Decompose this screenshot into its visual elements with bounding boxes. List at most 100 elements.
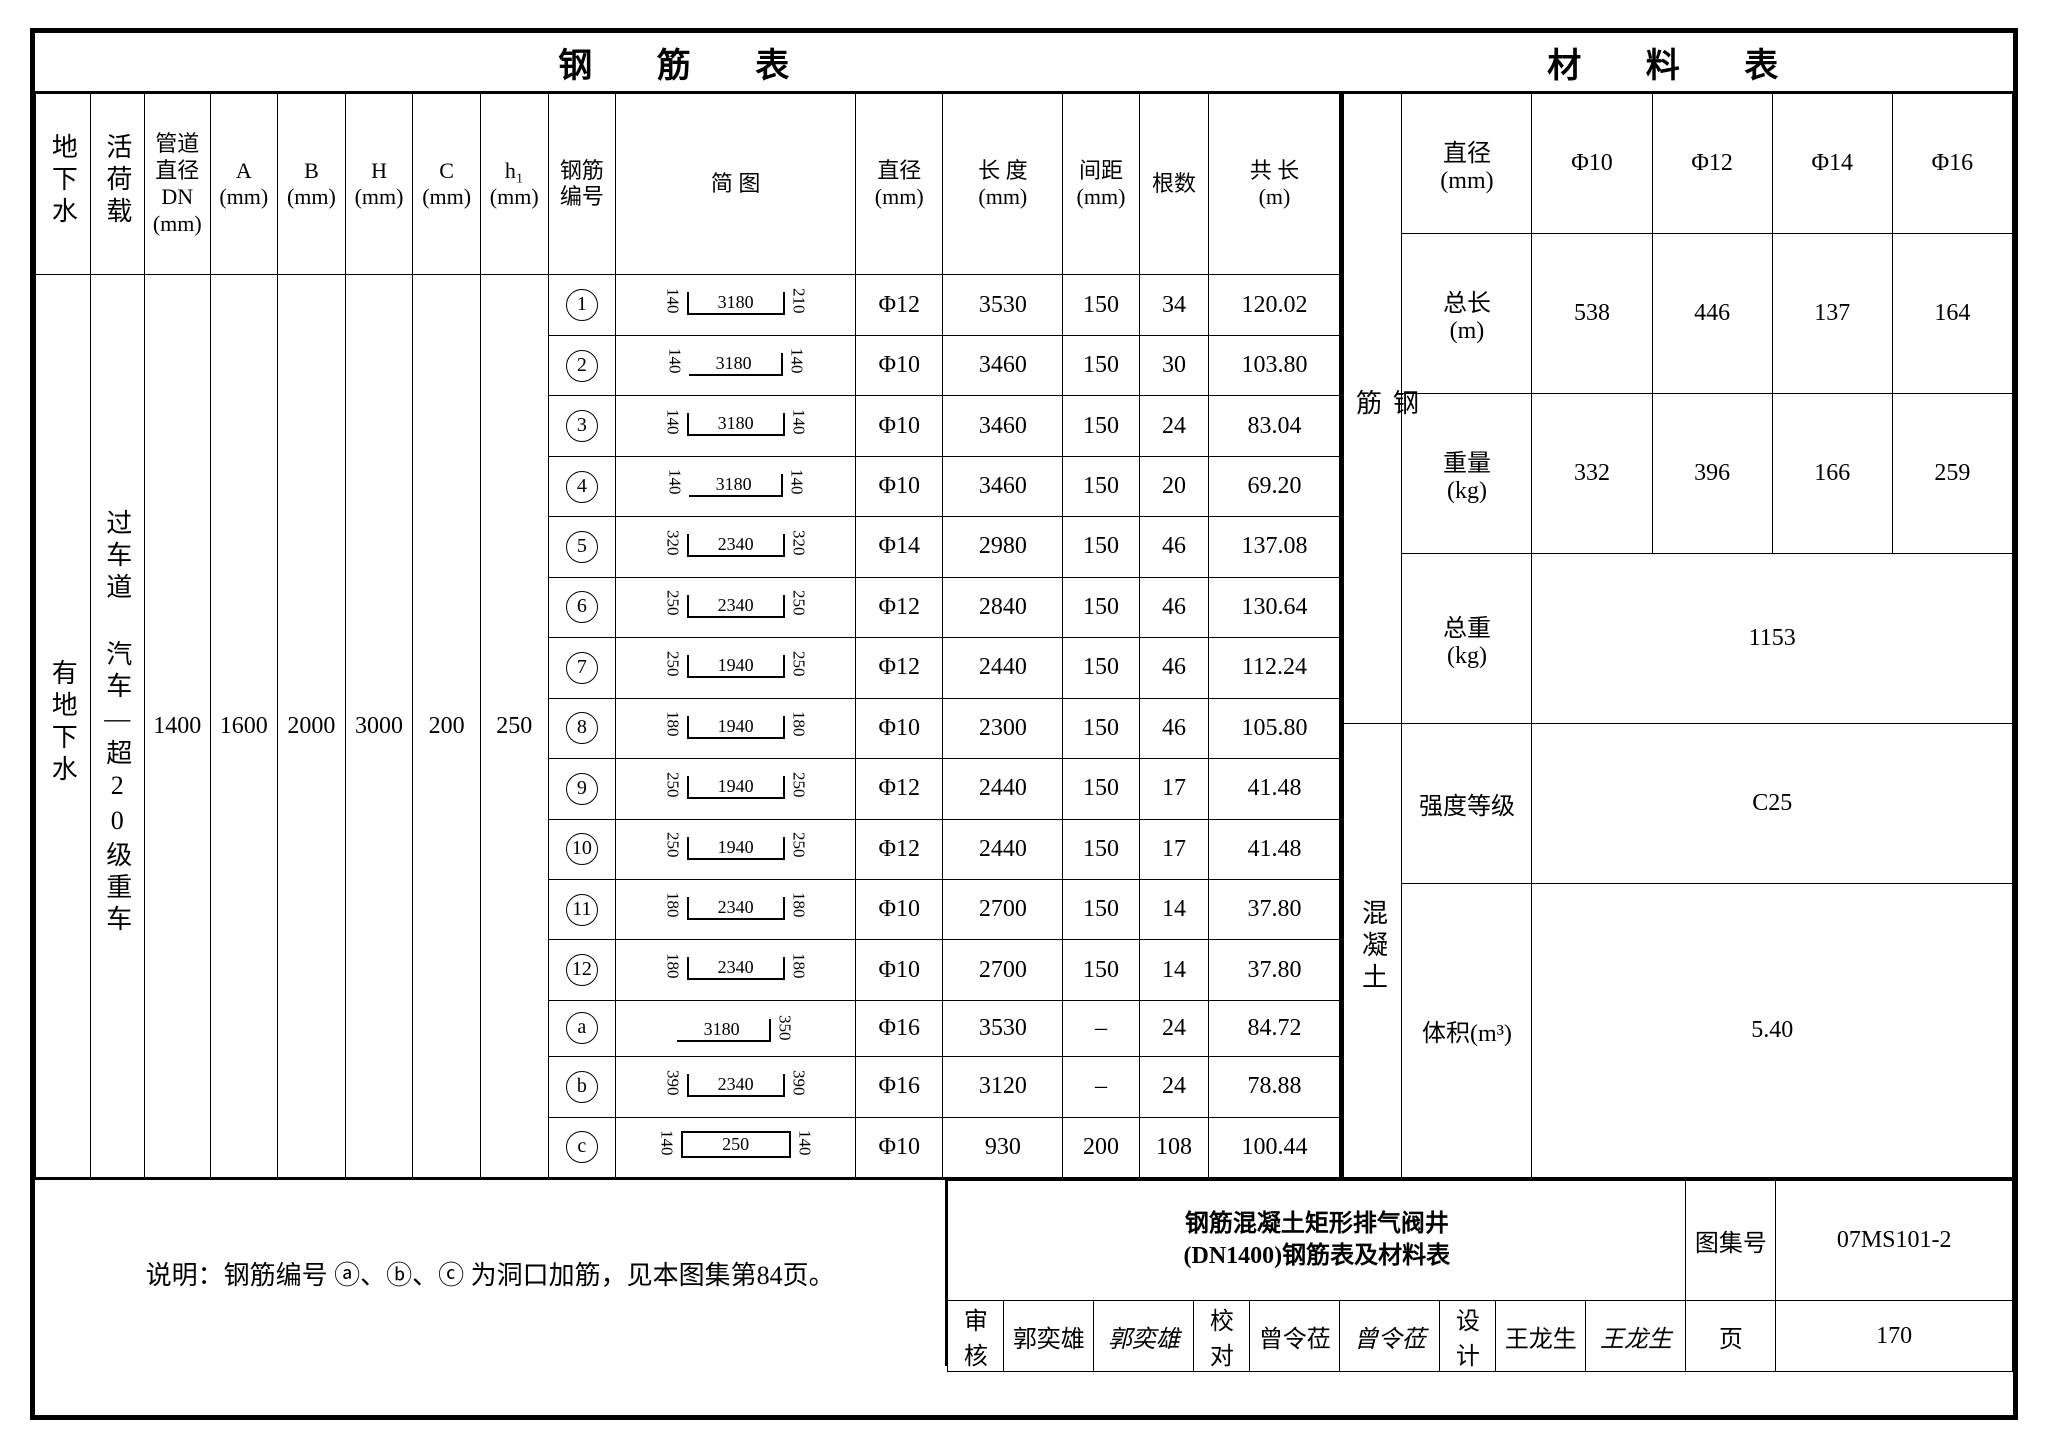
bar-diagram: 3202340320 bbox=[616, 517, 856, 577]
bar-total: 137.08 bbox=[1209, 517, 1340, 577]
mat-len-label: 总长 (m) bbox=[1402, 234, 1532, 394]
bar-count: 24 bbox=[1139, 396, 1209, 456]
bar-total: 130.64 bbox=[1209, 577, 1340, 637]
hdr-len: 长 度 (mm) bbox=[943, 94, 1063, 275]
bar-diagram: 2501940250 bbox=[616, 638, 856, 698]
dim-C: 200 bbox=[413, 275, 481, 1178]
mat-size-0: Φ10 bbox=[1532, 94, 1652, 234]
bar-count: 24 bbox=[1139, 1000, 1209, 1056]
bar-total: 83.04 bbox=[1209, 396, 1340, 456]
bar-count: 14 bbox=[1139, 879, 1209, 939]
bar-len: 3530 bbox=[943, 275, 1063, 335]
bar-len: 3460 bbox=[943, 335, 1063, 395]
atlas-label: 图集号 bbox=[1686, 1181, 1776, 1301]
bar-len: 2840 bbox=[943, 577, 1063, 637]
bar-diagram: 1403180210 bbox=[616, 275, 856, 335]
rebar-table: 地下水 活荷载 管道 直径 DN (mm) A (mm) B (mm) H (m… bbox=[35, 93, 1343, 1178]
bar-no: c bbox=[548, 1117, 616, 1177]
bar-dia: Φ16 bbox=[856, 1000, 943, 1056]
mat-grade: C25 bbox=[1532, 724, 2013, 884]
dim-H: 3000 bbox=[345, 275, 413, 1178]
bar-no: 1 bbox=[548, 275, 616, 335]
mat-len-0: 538 bbox=[1532, 234, 1652, 394]
bar-no: a bbox=[548, 1000, 616, 1056]
bar-dia: Φ12 bbox=[856, 759, 943, 819]
hdr-C: C (mm) bbox=[413, 94, 481, 275]
bar-len: 3120 bbox=[943, 1057, 1063, 1117]
bar-diagram: 1403180140 bbox=[616, 396, 856, 456]
bar-len: 2440 bbox=[943, 759, 1063, 819]
bar-spacing: 150 bbox=[1063, 638, 1139, 698]
material-table: 钢筋 直径 (mm) Φ10 Φ12 Φ14 Φ16 总长 (m) 538 44… bbox=[1343, 93, 2013, 1178]
mat-total-wt-label: 总重 (kg) bbox=[1402, 554, 1532, 724]
hdr-A: A (mm) bbox=[210, 94, 278, 275]
mat-len-1: 446 bbox=[1652, 234, 1772, 394]
bar-dia: Φ14 bbox=[856, 517, 943, 577]
bar-total: 84.72 bbox=[1209, 1000, 1340, 1056]
bar-count: 46 bbox=[1139, 577, 1209, 637]
mat-wt-2: 166 bbox=[1772, 394, 1892, 554]
bar-diagram: 1403180140 bbox=[616, 335, 856, 395]
bar-dia: Φ12 bbox=[856, 275, 943, 335]
bar-diagram: 2501940250 bbox=[616, 819, 856, 879]
rebar-table-title: 钢 筋 表 bbox=[35, 38, 1340, 87]
drawing-title: 钢筋混凝土矩形排气阀井(DN1400)钢筋表及材料表 bbox=[948, 1181, 1686, 1301]
check-sig: 曾令莅 bbox=[1340, 1301, 1440, 1372]
bar-spacing: 150 bbox=[1063, 517, 1139, 577]
bar-total: 37.80 bbox=[1209, 879, 1340, 939]
bar-no: 8 bbox=[548, 698, 616, 758]
mat-size-1: Φ12 bbox=[1652, 94, 1772, 234]
bar-no: 7 bbox=[548, 638, 616, 698]
bar-total: 105.80 bbox=[1209, 698, 1340, 758]
bar-dia: Φ10 bbox=[856, 396, 943, 456]
bar-no: 4 bbox=[548, 456, 616, 516]
bar-total: 78.88 bbox=[1209, 1057, 1340, 1117]
title-block: 钢筋混凝土矩形排气阀井(DN1400)钢筋表及材料表 图集号 07MS101-2… bbox=[945, 1180, 2013, 1366]
row-load: 过车道 汽车—超20级重车 bbox=[99, 509, 136, 937]
hdr-count: 根数 bbox=[1139, 94, 1209, 275]
bar-len: 2300 bbox=[943, 698, 1063, 758]
bar-len: 3460 bbox=[943, 396, 1063, 456]
bar-spacing: 150 bbox=[1063, 819, 1139, 879]
bar-count: 14 bbox=[1139, 940, 1209, 1000]
bar-len: 2440 bbox=[943, 819, 1063, 879]
bar-total: 41.48 bbox=[1209, 759, 1340, 819]
mat-len-3: 164 bbox=[1892, 234, 2012, 394]
bar-no: 9 bbox=[548, 759, 616, 819]
bar-count: 20 bbox=[1139, 456, 1209, 516]
bar-no: 6 bbox=[548, 577, 616, 637]
bar-diagram: 1802340180 bbox=[616, 879, 856, 939]
mat-wt-3: 259 bbox=[1892, 394, 2012, 554]
hdr-dn: 管道 直径 DN (mm) bbox=[145, 94, 210, 275]
bar-no: b bbox=[548, 1057, 616, 1117]
bar-diagram: 2501940250 bbox=[616, 759, 856, 819]
hdr-H: H (mm) bbox=[345, 94, 413, 275]
design-name: 王龙生 bbox=[1496, 1301, 1586, 1372]
dim-h1: 250 bbox=[480, 275, 548, 1178]
bar-len: 2980 bbox=[943, 517, 1063, 577]
bar-dia: Φ12 bbox=[856, 577, 943, 637]
hdr-no: 钢筋 编号 bbox=[548, 94, 616, 275]
bar-spacing: 150 bbox=[1063, 759, 1139, 819]
bar-count: 46 bbox=[1139, 638, 1209, 698]
bar-diagram: 2502340250 bbox=[616, 577, 856, 637]
bar-spacing: 150 bbox=[1063, 698, 1139, 758]
bar-total: 120.02 bbox=[1209, 275, 1340, 335]
row-groundwater: 有地下水 bbox=[44, 659, 81, 787]
bar-count: 108 bbox=[1139, 1117, 1209, 1177]
bar-len: 2700 bbox=[943, 879, 1063, 939]
bar-no: 12 bbox=[548, 940, 616, 1000]
page-label: 页 bbox=[1686, 1301, 1776, 1372]
check-label: 校对 bbox=[1194, 1301, 1250, 1372]
bar-no: 3 bbox=[548, 396, 616, 456]
bar-count: 17 bbox=[1139, 819, 1209, 879]
bar-spacing: 200 bbox=[1063, 1117, 1139, 1177]
bar-dia: Φ10 bbox=[856, 879, 943, 939]
rebar-row: 有地下水过车道 汽车—超20级重车14001600200030002002501… bbox=[36, 275, 1340, 335]
hdr-dia: 直径 (mm) bbox=[856, 94, 943, 275]
bar-spacing: 150 bbox=[1063, 940, 1139, 1000]
bar-len: 3460 bbox=[943, 456, 1063, 516]
bar-dia: Φ10 bbox=[856, 335, 943, 395]
bar-dia: Φ16 bbox=[856, 1057, 943, 1117]
mat-wt-0: 332 bbox=[1532, 394, 1652, 554]
